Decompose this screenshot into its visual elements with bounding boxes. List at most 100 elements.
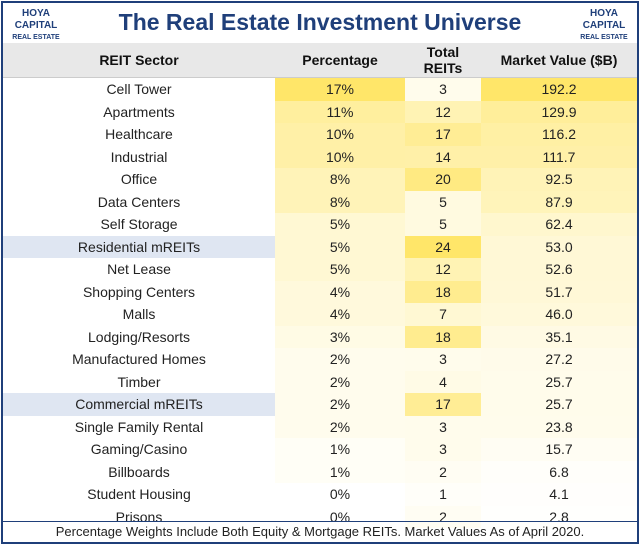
value-cell: 2.8 (481, 505, 637, 528)
value-cell: 0% (275, 505, 405, 528)
value-cell: 18 (405, 280, 481, 303)
logo-text: HOYA CAPITAL (14, 8, 58, 31)
sector-cell: Healthcare (105, 126, 173, 143)
logo-text: HOYA CAPITAL (582, 8, 626, 31)
value-cell: 111.7 (481, 145, 637, 168)
table-row: Prisons 0% 2 2.8 (3, 505, 637, 528)
sector-cell: Malls (122, 306, 156, 323)
value-cell: 4% (275, 303, 405, 326)
footnote: Percentage Weights Include Both Equity &… (3, 521, 637, 542)
table-row: Gaming/Casino 1% 3 15.7 (3, 438, 637, 461)
value-cell: 3% (275, 325, 405, 348)
sector-cell: Industrial (110, 148, 168, 165)
logo-text: REAL ESTATE (580, 34, 628, 41)
table-row: Net Lease 5% 12 52.6 (3, 258, 637, 281)
value-cell: 129.9 (481, 100, 637, 123)
table-row: Self Storage 5% 5 62.4 (3, 213, 637, 236)
value-cell: 25.7 (481, 370, 637, 393)
table-row: Apartments 11% 12 129.9 (3, 100, 637, 123)
value-cell: 10% (275, 123, 405, 146)
value-cell: 10% (275, 145, 405, 168)
sector-cell: Student Housing (87, 486, 191, 503)
table-row: Student Housing 0% 1 4.1 (3, 483, 637, 506)
logo-text: REAL ESTATE (12, 34, 60, 41)
value-cell: 12 (405, 258, 481, 281)
logo: HOYA CAPITAL REAL ESTATE (577, 8, 631, 44)
table-row: Industrial 10% 14 111.7 (3, 145, 637, 168)
value-cell: 46.0 (481, 303, 637, 326)
value-cell: 3 (405, 348, 481, 371)
value-cell: 17 (405, 123, 481, 146)
column-header: Percentage (275, 43, 405, 78)
value-cell: 3 (405, 77, 481, 101)
value-cell: 2 (405, 460, 481, 483)
value-cell: 2% (275, 348, 405, 371)
value-cell: 53.0 (481, 235, 637, 258)
value-cell: 2 (405, 505, 481, 528)
table-row: Malls 4% 7 46.0 (3, 303, 637, 326)
table-row: Manufactured Homes 2% 3 27.2 (3, 348, 637, 371)
sector-cell: Single Family Rental (74, 418, 204, 435)
sector-cell: Prisons (115, 508, 163, 525)
table-row: Healthcare 10% 17 116.2 (3, 123, 637, 146)
sector-cell: Billboards (108, 463, 170, 480)
column-header: REIT Sector (3, 43, 275, 78)
value-cell: 5 (405, 190, 481, 213)
table-row: Cell Tower 17% 3 192.2 (3, 77, 637, 101)
value-cell: 8% (275, 190, 405, 213)
sector-cell: Cell Tower (106, 81, 172, 98)
value-cell: 1 (405, 483, 481, 506)
title: The Real Estate Investment Universe (118, 9, 522, 35)
sector-cell: Manufactured Homes (72, 351, 206, 368)
value-cell: 5% (275, 213, 405, 236)
value-cell: 11% (275, 100, 405, 123)
sector-cell: Lodging/Resorts (88, 328, 190, 345)
table-row: Billboards 1% 2 6.8 (3, 460, 637, 483)
value-cell: 18 (405, 325, 481, 348)
value-cell: 4% (275, 280, 405, 303)
value-cell: 5 (405, 213, 481, 236)
value-cell: 6.8 (481, 460, 637, 483)
sector-cell: Residential mREITs (3, 235, 275, 258)
sector-cell: Timber (117, 373, 161, 390)
value-cell: 92.5 (481, 168, 637, 191)
value-cell: 3 (405, 415, 481, 438)
value-cell: 23.8 (481, 415, 637, 438)
table-row: Timber 2% 4 25.7 (3, 370, 637, 393)
value-cell: 1% (275, 460, 405, 483)
sector-cell: Shopping Centers (82, 283, 196, 300)
sector-cell: Gaming/Casino (90, 441, 188, 458)
value-cell: 116.2 (481, 123, 637, 146)
value-cell: 27.2 (481, 348, 637, 371)
sector-cell: Commercial mREITs (3, 393, 275, 416)
value-cell: 51.7 (481, 280, 637, 303)
logo: HOYA CAPITAL REAL ESTATE (9, 8, 63, 44)
value-cell: 25.7 (481, 393, 637, 416)
value-cell: 62.4 (481, 213, 637, 236)
value-cell: 192.2 (481, 77, 637, 101)
value-cell: 2% (275, 415, 405, 438)
value-cell: 14 (405, 145, 481, 168)
table-row: Residential mREITs 5% 24 53.0 (3, 235, 637, 258)
column-header: Market Value ($B) (481, 43, 637, 78)
value-cell: 4 (405, 370, 481, 393)
value-cell: 20 (405, 168, 481, 191)
sector-cell: Self Storage (100, 216, 178, 233)
value-cell: 17 (405, 393, 481, 416)
value-cell: 2% (275, 370, 405, 393)
table-row: Shopping Centers 4% 18 51.7 (3, 280, 637, 303)
sector-cell: Net Lease (107, 261, 171, 278)
value-cell: 3 (405, 438, 481, 461)
value-cell: 7 (405, 303, 481, 326)
table-row: Commercial mREITs 2% 17 25.7 (3, 393, 637, 416)
value-cell: 15.7 (481, 438, 637, 461)
table-body: Cell Tower 17% 3 192.2 Apartments 11% 12 129.9 H… (3, 77, 637, 528)
table: REIT Sector Percentage Total REITs Market V… (3, 43, 637, 528)
value-cell: 4.1 (481, 483, 637, 506)
value-cell: 5% (275, 235, 405, 258)
table-row: Data Centers 8% 5 87.9 (3, 190, 637, 213)
sector-cell: Apartments (103, 103, 175, 120)
sector-cell: Office (120, 171, 158, 188)
